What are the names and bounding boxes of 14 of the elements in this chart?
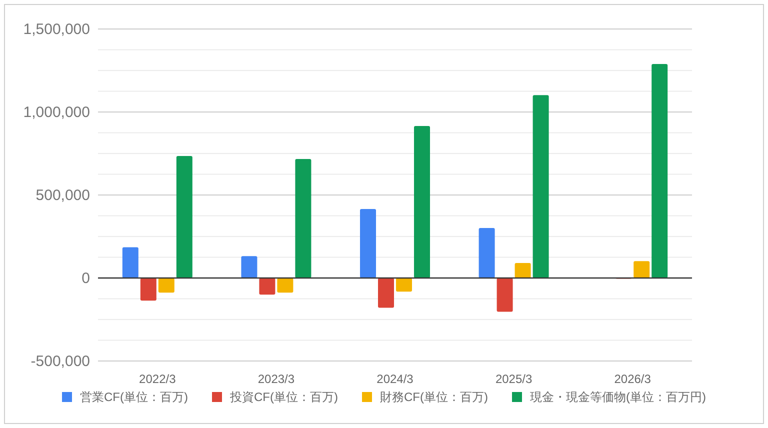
y-tick-label: 0: [82, 270, 90, 287]
y-tick-label: 500,000: [36, 187, 90, 204]
y-tick-label: 1,000,000: [23, 104, 90, 121]
legend-label: 投資CF(単位：百万): [229, 390, 338, 404]
x-tick-label: 2022/3: [139, 372, 176, 386]
y-tick-label: -500,000: [30, 353, 90, 370]
y-tick-label: 1,500,000: [23, 21, 90, 38]
legend-label: 営業CF(単位：百万): [80, 390, 188, 404]
legend-label: 財務CF(単位：百万): [380, 390, 488, 404]
x-tick-label: 2025/3: [495, 372, 532, 386]
x-tick-label: 2024/3: [376, 372, 414, 386]
x-tick-label: 2026/3: [614, 372, 652, 386]
legend-label: 現金・現金等価物(単位：百万円): [530, 390, 706, 404]
x-tick-label: 2023/3: [258, 372, 295, 386]
